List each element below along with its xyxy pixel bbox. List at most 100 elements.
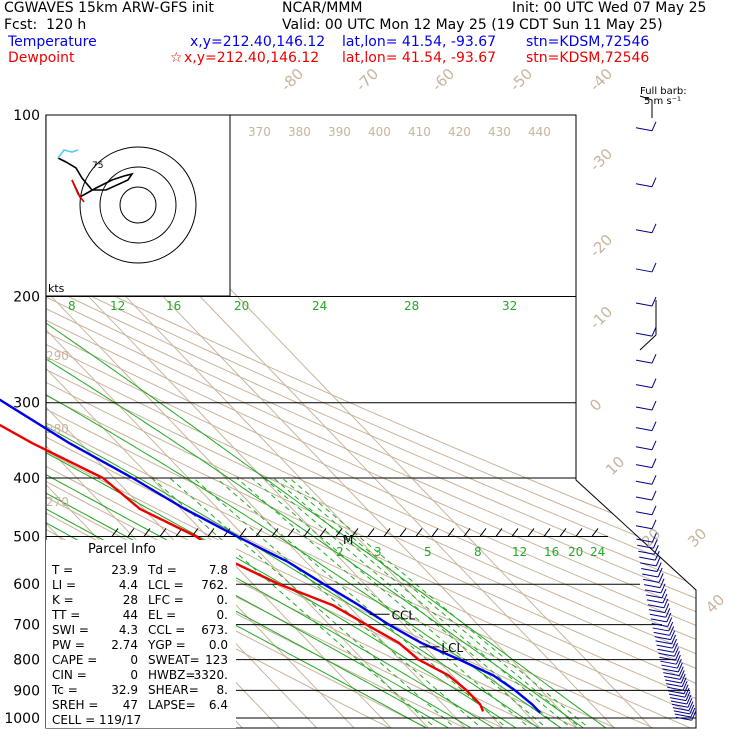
freezing-level-tick	[527, 528, 535, 537]
lcl-label: LCL	[441, 641, 463, 655]
wind-barb	[681, 677, 687, 687]
wind-barb	[690, 707, 696, 718]
wind-barb	[635, 464, 653, 469]
wind-barb	[660, 583, 666, 594]
hodograph-units-label: kts	[48, 282, 65, 295]
mixing-ratio-label: 12	[512, 545, 527, 559]
wind-barb	[651, 440, 657, 450]
freezing-level-tick	[351, 528, 359, 537]
freezing-level-tick	[479, 528, 487, 537]
wind-barb	[668, 693, 686, 698]
valid-time: Valid: 00 UTC Mon 12 May 25 (19 CDT Sun …	[282, 17, 663, 33]
wind-barb	[684, 687, 690, 698]
freezing-level-tick	[287, 528, 295, 537]
wind-barb	[682, 680, 688, 691]
parcel-info-key: Td =	[147, 563, 177, 577]
hodograph-ring	[79, 146, 197, 264]
mixing-ratio-label: 24	[590, 545, 605, 559]
wind-barb	[667, 617, 673, 627]
wind-barb	[651, 326, 657, 337]
freezing-level-tick	[319, 528, 327, 537]
mixing-ratio-line	[289, 477, 593, 728]
wind-barb	[677, 662, 683, 673]
parcel-info-key: LI =	[52, 578, 76, 592]
parcel-info-key: YGP =	[147, 638, 186, 652]
isotherm-line	[46, 115, 544, 728]
parcel-info-title: Parcel Info	[88, 542, 156, 557]
parcel-info-value: 4.3	[119, 623, 138, 637]
wind-barb	[685, 691, 691, 701]
wind-barb	[651, 475, 657, 485]
parcel-info-value: 4.4	[119, 578, 138, 592]
parcel-info-value: 0.0	[209, 638, 228, 652]
theta-label: 400	[368, 125, 391, 139]
freezing-level-tick	[591, 528, 599, 537]
mixing-ratio-line	[251, 477, 551, 728]
wind-barb	[674, 713, 691, 718]
freezing-level-tick	[559, 528, 567, 537]
freezing-level-tick	[543, 528, 551, 537]
wind-barb	[672, 638, 678, 649]
isotherm-label: -50	[506, 65, 536, 95]
pressure-tick-label: 600	[13, 577, 40, 593]
dry-adiabat-line	[46, 115, 622, 728]
wind-barb	[635, 496, 653, 501]
wind-barb	[665, 608, 671, 618]
wind-barb	[672, 707, 689, 712]
parcel-info-value: 0.	[217, 608, 228, 622]
parcel-info-value: 28	[123, 593, 138, 607]
freezing-level-tick	[255, 528, 263, 537]
wind-barb	[635, 384, 653, 389]
freezing-level-tick	[511, 528, 519, 537]
dewpoint-coords: x,y=212.40,146.12	[184, 50, 320, 66]
mixing-ratio-line	[215, 477, 511, 728]
ccl-label: CCL	[392, 608, 416, 622]
wind-barb	[643, 578, 660, 583]
isotherm-label: -70	[352, 65, 382, 95]
wind-barb	[640, 562, 657, 567]
wind-barb	[636, 538, 653, 543]
freezing-level-tick	[447, 528, 455, 537]
parcel-info-key: LAPSE=	[148, 698, 196, 712]
wind-barb	[635, 480, 653, 485]
wind-barb	[663, 598, 669, 608]
theta-label: 430	[488, 125, 511, 139]
isotherm-label: 30	[684, 525, 710, 551]
theta-label: 440	[528, 125, 551, 139]
parcel-info-value: 0	[130, 668, 138, 682]
freezing-level-tick	[431, 528, 439, 537]
freezing-level-tick	[415, 528, 423, 537]
wind-barb	[665, 679, 682, 684]
parcel-info-key: CCL =	[148, 623, 185, 637]
theta-label: 380	[288, 125, 311, 139]
wind-barb	[653, 631, 670, 636]
wind-barb	[647, 604, 665, 609]
wind-barb	[661, 664, 678, 669]
parcel-info-key: CIN =	[52, 668, 87, 682]
parcel-info-value: 23.9	[111, 563, 138, 577]
freezing-level-tick	[399, 528, 407, 537]
isotherm-label: -40	[586, 65, 616, 95]
dry-adiabat-line	[46, 115, 696, 728]
freezing-level-tick	[575, 528, 583, 537]
mixing-ratio-label: 28	[404, 299, 419, 313]
dry-adiabat-line	[46, 115, 660, 728]
mixing-ratio-line	[151, 477, 440, 728]
parcel-info-key: CELL = 119/17	[52, 713, 141, 727]
wind-barb	[659, 578, 665, 588]
mixing-ratio-label: 8	[474, 545, 482, 559]
temperature-curve	[0, 398, 542, 714]
parcel-info-key: Tc =	[51, 683, 78, 697]
wind-barb	[639, 556, 656, 561]
parcel-info-key: PW =	[52, 638, 85, 652]
wind-barb	[656, 562, 662, 572]
parcel-info-value: 2.74	[111, 638, 138, 652]
hodograph-trace	[57, 157, 134, 199]
freezing-level-tick	[303, 528, 311, 537]
freezing-level-tick	[111, 528, 119, 537]
wind-barb	[671, 634, 677, 645]
wind-barb	[651, 177, 657, 187]
wind-barb	[651, 400, 657, 411]
wind-barb	[651, 505, 657, 515]
parcel-info-key: SREH =	[52, 698, 98, 712]
